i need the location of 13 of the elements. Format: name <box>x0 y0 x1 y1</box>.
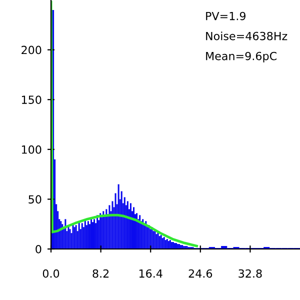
annotation: Mean=9.6pC <box>206 52 276 62</box>
y-tick-label: 200 <box>22 46 42 54</box>
x-tick-label: 16.4 <box>139 269 162 278</box>
annotation: PV=1.9 <box>206 12 246 20</box>
y-tick-label: 150 <box>22 96 42 104</box>
y-tick-label: 0 <box>36 244 42 254</box>
x-tick-label: 0.0 <box>42 269 60 278</box>
x-tick-label: 8.2 <box>92 269 109 278</box>
y-tick-label: 100 <box>22 145 42 154</box>
x-tick-label: 24.6 <box>188 269 212 278</box>
annotation: Noise=4638Hz <box>206 32 288 40</box>
y-tick-label: 50 <box>28 195 42 204</box>
x-tick-label: 32.8 <box>238 269 262 278</box>
